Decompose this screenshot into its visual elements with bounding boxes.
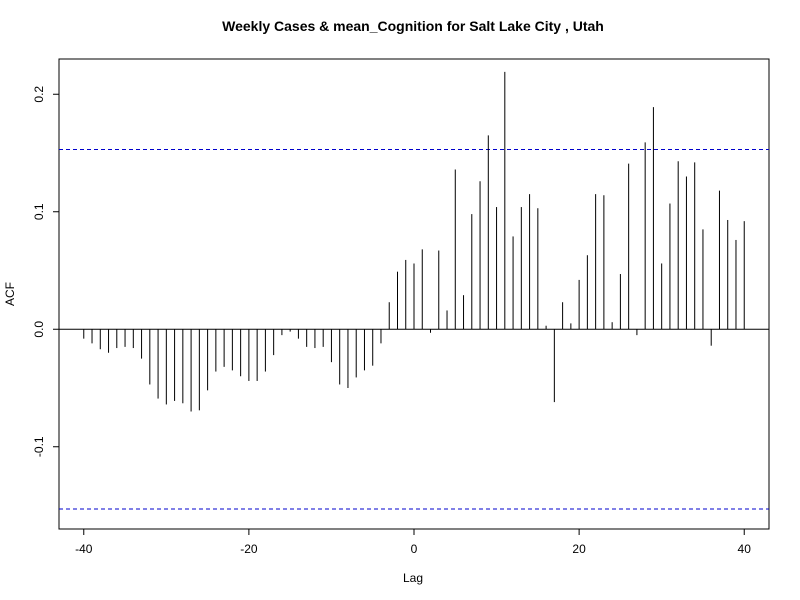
x-axis-label: Lag [403, 571, 423, 585]
x-tick-label: -40 [75, 542, 93, 556]
y-tick-label: 0.2 [32, 86, 46, 103]
x-tick-label: -20 [240, 542, 258, 556]
chart-title: Weekly Cases & mean_Cognition for Salt L… [222, 18, 604, 34]
y-axis-label: ACF [3, 282, 17, 306]
y-tick-label: 0.1 [32, 203, 46, 220]
acf-bars [83, 71, 745, 412]
y-tick-label: -0.1 [32, 436, 46, 457]
y-axis: -0.1 0.0 0.1 0.2 [32, 86, 59, 457]
y-tick-label: 0.0 [32, 321, 46, 338]
x-tick-label: 40 [738, 542, 752, 556]
x-tick-label: 0 [411, 542, 418, 556]
x-axis: -40 -20 0 20 40 [75, 529, 751, 556]
x-tick-label: 20 [572, 542, 586, 556]
